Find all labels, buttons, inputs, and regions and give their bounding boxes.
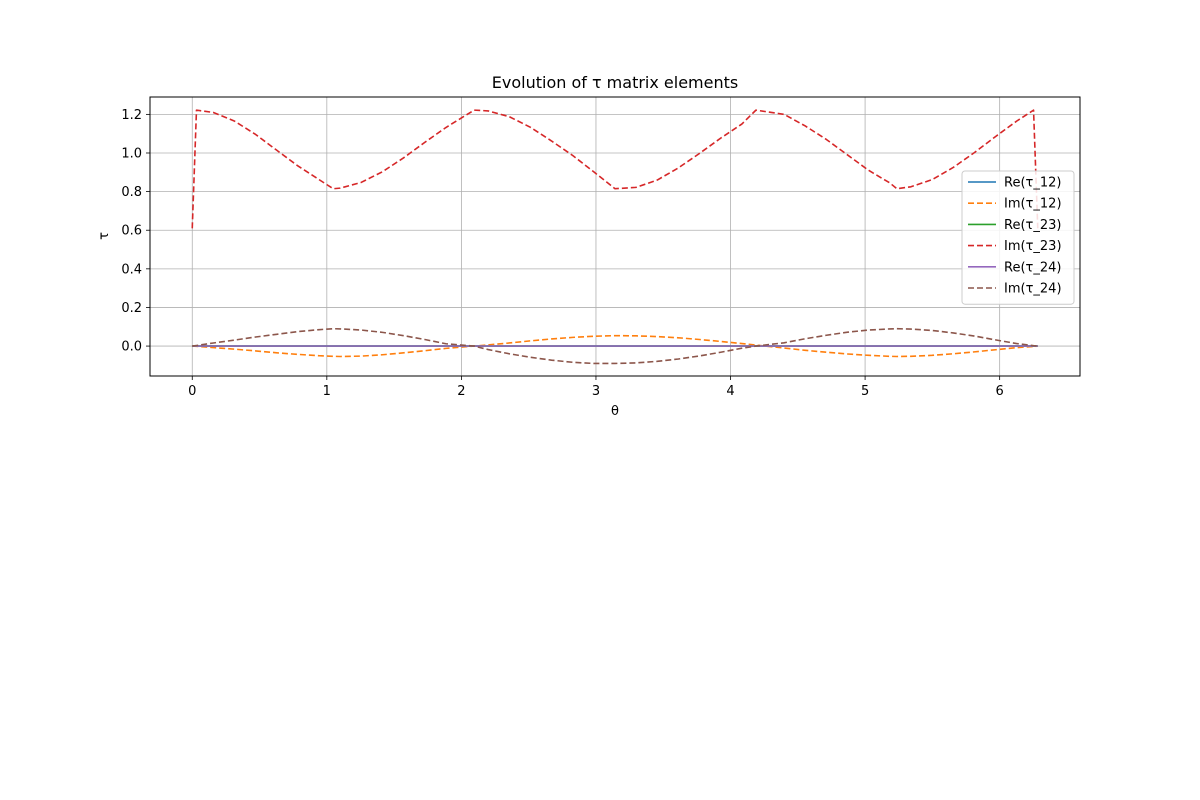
plot-frame <box>149 96 1081 377</box>
y-tick-label: 1.0 <box>121 146 142 161</box>
x-axis-label: θ <box>611 404 619 419</box>
legend-label: Im(τ_12) <box>1004 197 1062 212</box>
x-tick-label: 0 <box>188 384 196 399</box>
x-tick-label: 5 <box>861 384 869 399</box>
y-tick-label: 0.2 <box>121 301 142 316</box>
legend-label: Re(τ_12) <box>1004 176 1061 191</box>
legend-label: Im(τ_24) <box>1004 282 1062 297</box>
legend: Re(τ_12) Im(τ_12) Re(τ_23) Im(τ_23) Re(τ_24)… <box>961 170 1075 305</box>
legend-box <box>961 170 1075 305</box>
grid <box>150 97 1080 376</box>
legend-label: Re(τ_23) <box>1004 218 1061 233</box>
y-tick-label: 0.8 <box>121 185 142 200</box>
series-line-im-24 <box>192 327 1038 365</box>
x-tick-label: 1 <box>323 384 331 399</box>
ticks: 0 1 2 3 4 5 6 0.0 0.2 0.4 0.6 0.8 1.0 1.2 <box>121 108 1003 399</box>
series-lines <box>191 109 1039 365</box>
x-tick-label: 6 <box>996 384 1004 399</box>
y-tick-label: 0.0 <box>121 340 142 355</box>
y-tick-label: 1.2 <box>121 108 142 123</box>
legend-label: Re(τ_24) <box>1004 260 1061 275</box>
series-line-im-23 <box>191 109 1039 229</box>
y-axis-label: τ <box>97 232 112 240</box>
x-tick-label: 4 <box>726 384 734 399</box>
legend-label: Im(τ_23) <box>1004 239 1062 254</box>
x-tick-label: 2 <box>457 384 465 399</box>
y-tick-label: 0.4 <box>121 262 142 277</box>
chart-title: Evolution of τ matrix elements <box>492 73 738 92</box>
series-line-im-12 <box>192 334 1038 358</box>
x-tick-label: 3 <box>592 384 600 399</box>
y-tick-label: 0.6 <box>121 224 142 239</box>
